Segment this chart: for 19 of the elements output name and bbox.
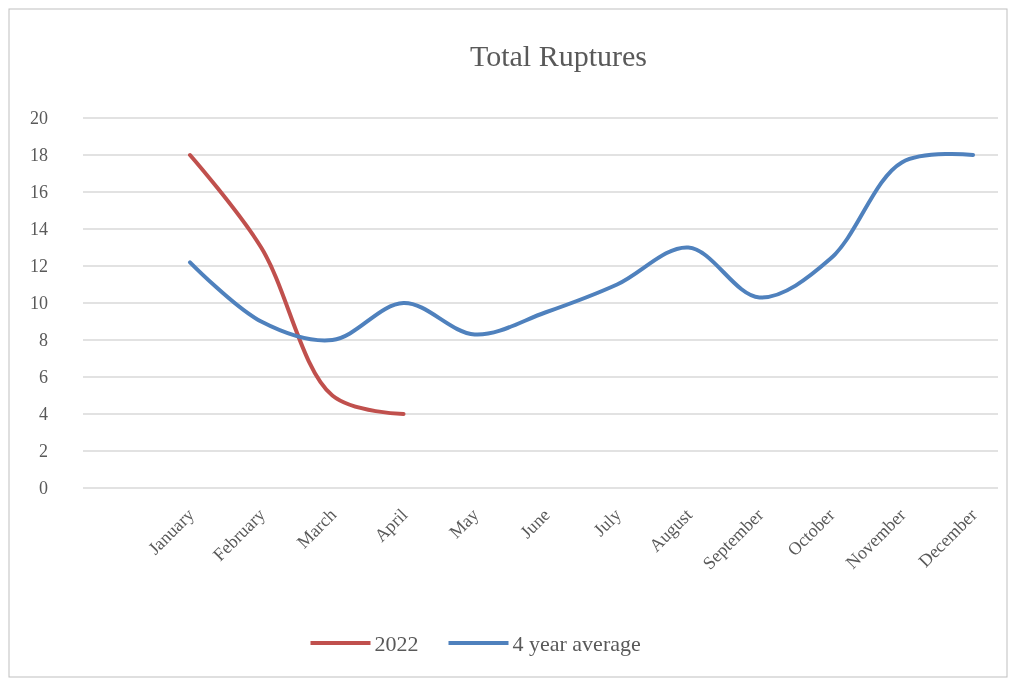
y-tick-label: 14 (30, 219, 48, 240)
y-tick-label: 16 (30, 182, 48, 203)
y-tick-label: 18 (30, 145, 48, 166)
x-tick-label: July (589, 504, 625, 541)
x-tick-label: June (516, 504, 554, 543)
line-series (188, 152, 975, 343)
y-tick-label: 12 (30, 256, 48, 277)
y-tick-label: 0 (39, 478, 48, 499)
line-series (188, 153, 406, 416)
legend-label: 2022 (374, 630, 419, 656)
y-tick-label: 20 (30, 108, 48, 129)
y-tick-label: 6 (39, 367, 48, 388)
y-tick-label: 4 (39, 404, 48, 425)
chart-title: Total Ruptures (469, 39, 648, 72)
y-tick-label: 8 (39, 330, 48, 351)
legend-label: 4 year average (512, 630, 641, 656)
x-tick-label: May (445, 504, 483, 543)
y-tick-label: 10 (30, 293, 48, 314)
y-tick-label: 2 (39, 441, 48, 462)
